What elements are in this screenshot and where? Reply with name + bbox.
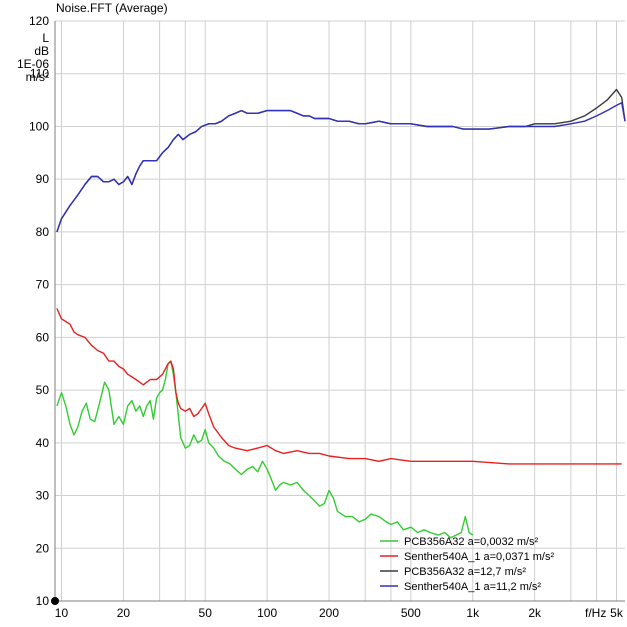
y-tick-label: 60 [36,330,50,344]
y-tick-label: 50 [36,383,50,397]
y-tick-label: 20 [36,541,50,555]
y-tick-label: 10 [36,594,50,608]
x-tick-labels: 10 20 50 100 200 500 1k 2k 5k [55,606,624,620]
legend-label: PCB356A32 a=12,7 m/s² [404,566,526,578]
legend-label: Senther540A_1 a=0,0371 m/s² [404,551,554,563]
series-line [56,360,474,539]
legend-label: Senther540A_1 a=11,2 m/s² [404,581,541,593]
x-tick-label: 50 [199,606,213,620]
x-tick-label: 5k [610,606,624,620]
plot-area [56,88,626,539]
x-tick-label: 200 [319,606,339,620]
y-tick-label: 90 [36,172,50,186]
y-unit-label-line: 1E-06 [17,57,49,71]
y-tick-label: 30 [36,489,50,503]
y-unit-label-line: dB [34,44,49,58]
y-tick-label: 40 [36,436,50,450]
x-tick-label: 20 [117,606,131,620]
y-tick-label: 110 [30,67,49,81]
y-tick-label: 70 [36,278,50,292]
cursor-origin-marker[interactable] [51,597,59,605]
series-line [56,308,622,465]
legend: PCB356A32 a=0,0032 m/s² Senther540A_1 a=0… [380,536,554,593]
y-tick-label: 80 [36,225,50,239]
window-title: Noise.FFT (Average) [56,1,168,15]
x-tick-label: 1k [466,606,480,620]
x-tick-label: 500 [401,606,421,620]
series-line [56,102,626,233]
y-tick-labels: 10 20 30 40 50 60 70 80 90 100 110 120 [29,14,49,608]
y-tick-label: 100 [29,119,49,133]
y-unit-label-line: m/s² [26,70,49,84]
x-unit-label: f/Hz [585,606,606,620]
legend-label: PCB356A32 a=0,0032 m/s² [404,536,539,548]
y-tick-label: 120 [29,14,49,28]
grid-lines [54,20,625,602]
x-tick-label: 100 [257,606,277,620]
x-tick-label: 10 [55,606,69,620]
x-tick-label: 2k [528,606,542,620]
y-unit-label-line: L [42,31,49,45]
